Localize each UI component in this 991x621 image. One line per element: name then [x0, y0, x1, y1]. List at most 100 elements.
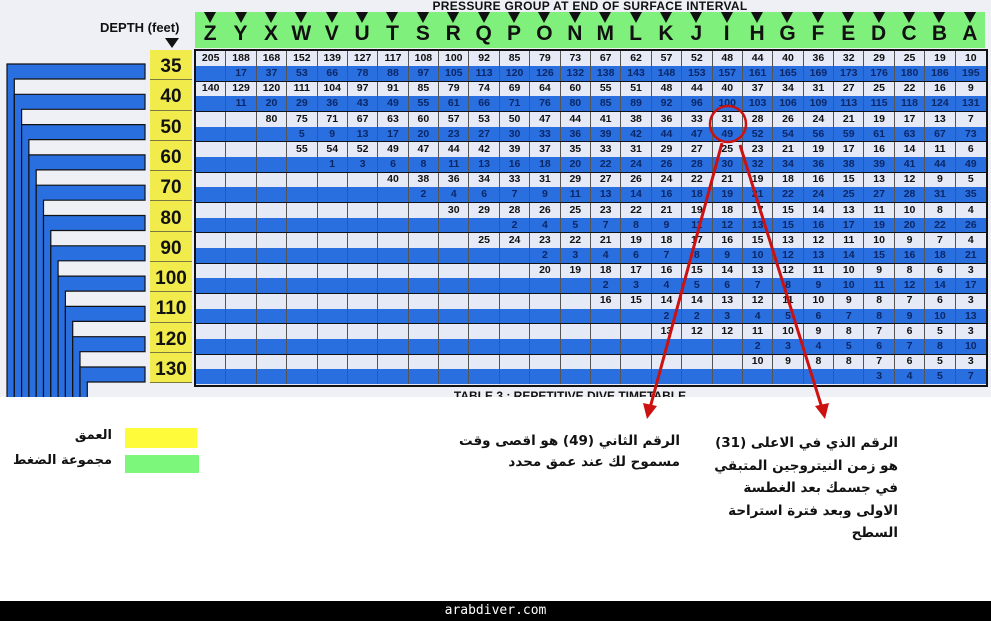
table-cell [439, 369, 470, 385]
table-cell: 67 [348, 111, 379, 127]
table-cell: 25 [895, 51, 926, 67]
table-cell [226, 369, 257, 385]
table-cell: 169 [804, 66, 835, 82]
table-cell: 14 [652, 293, 683, 309]
table-cell [196, 247, 227, 264]
table-cell: 8 [773, 278, 804, 294]
down-arrow-icon [538, 12, 551, 23]
table-cell: 27 [834, 81, 865, 97]
table-cell [500, 338, 531, 354]
table-cell: 26 [652, 157, 683, 173]
table-cell: 8 [864, 308, 895, 324]
table-cell: 39 [864, 157, 895, 173]
down-arrow-icon [264, 12, 277, 23]
table-cell [682, 338, 713, 354]
table-cell [226, 338, 257, 354]
table-cell [226, 141, 257, 158]
table-cell: 4 [743, 308, 774, 324]
table-cell: 20 [257, 96, 288, 112]
residual-nitrogen-row-100: 20 19 18 17 16 15 14 13 12 11 10 9 8 6 3 [196, 263, 986, 279]
table-cell: 22 [682, 172, 713, 188]
table-cell: 173 [834, 66, 865, 82]
depth-divider [196, 141, 986, 143]
table-cell: 5 [773, 308, 804, 324]
table-cell [378, 354, 409, 370]
depth-step-light-band [86, 353, 145, 367]
table-cell [378, 247, 409, 264]
note-line: الرقم الثاني (49) هو اقصى وقت [459, 433, 680, 449]
table-cell: 6 [895, 323, 926, 339]
depth-label: DEPTH (feet) [100, 20, 180, 35]
table-cell [287, 202, 318, 218]
depth-column: 35 40 50 60 70 80 90 100 110 120 130 [150, 50, 192, 384]
depth-step-light-band [56, 231, 145, 246]
table-cell: 14 [834, 247, 865, 264]
table-cell [196, 126, 227, 142]
down-arrow-icon [781, 12, 794, 23]
depth-divider [196, 202, 986, 203]
table-cell [257, 308, 288, 324]
table-cell [378, 263, 409, 279]
table-cell: 33 [530, 126, 561, 142]
table-cell [530, 293, 561, 309]
depth-divider [196, 111, 986, 113]
table-cell [196, 323, 227, 339]
table-cell: 38 [409, 172, 440, 188]
table-cell [804, 369, 835, 385]
table-cell [409, 278, 440, 294]
down-arrow-icon [903, 12, 916, 23]
table-cell: 51 [621, 81, 652, 97]
table-cell: 44 [743, 51, 774, 67]
table-cell [378, 217, 409, 233]
table-cell [652, 354, 683, 370]
table-cell: 55 [287, 141, 318, 158]
depth-label-90: 90 [150, 232, 192, 263]
table-cell [713, 369, 743, 385]
pressure-group-X: X [256, 12, 286, 48]
down-arrow-icon [356, 12, 369, 23]
table-cell: 42 [621, 126, 652, 142]
table-cell: 19 [743, 172, 774, 188]
table-cell [530, 338, 561, 354]
table-cell: 24 [621, 157, 652, 173]
table-cell: 10 [964, 339, 977, 352]
table-cell [621, 369, 652, 385]
table-cell: 13 [864, 172, 895, 188]
table-cell [409, 232, 440, 248]
table-cell: 138 [591, 66, 622, 82]
table-cell: 42 [469, 141, 500, 158]
table-cell [378, 202, 409, 218]
table-cell: 37 [257, 66, 288, 82]
table-cell: 111 [287, 81, 318, 97]
table-cell: 120 [500, 66, 531, 82]
table-cell [561, 369, 591, 385]
table-cell: 7 [652, 247, 683, 264]
table-cell: 13 [804, 247, 835, 264]
table-cell [287, 247, 318, 264]
table-cell: 40 [713, 81, 743, 97]
table-cell: 9 [530, 187, 561, 203]
table-cell: 52 [348, 141, 379, 158]
table-cell: 49 [378, 141, 409, 158]
table-cell: 74 [469, 81, 500, 97]
table-cell: 4 [804, 338, 835, 354]
depth-step-light-band [42, 171, 146, 186]
table-cell [591, 338, 622, 354]
table-cell: 53 [469, 111, 500, 127]
pressure-group-Y: Y [225, 12, 255, 48]
table-cell [226, 111, 257, 127]
footer-site-link[interactable]: arabdiver.com [0, 601, 991, 621]
table-cell: 18 [591, 263, 622, 279]
table-cell: 38 [834, 157, 865, 173]
table-cell: 29 [561, 172, 591, 188]
arrow-head-icon [815, 403, 829, 419]
table-cell: 36 [439, 172, 470, 188]
table-cell: 34 [773, 157, 804, 173]
table-cell [439, 247, 470, 264]
table-cell: 4 [967, 233, 974, 246]
depth-step-light-band [34, 140, 145, 155]
depth-step-light-band [13, 50, 145, 64]
table-cell [226, 202, 257, 218]
table-cell: 17 [226, 66, 257, 82]
table-cell [287, 293, 318, 309]
